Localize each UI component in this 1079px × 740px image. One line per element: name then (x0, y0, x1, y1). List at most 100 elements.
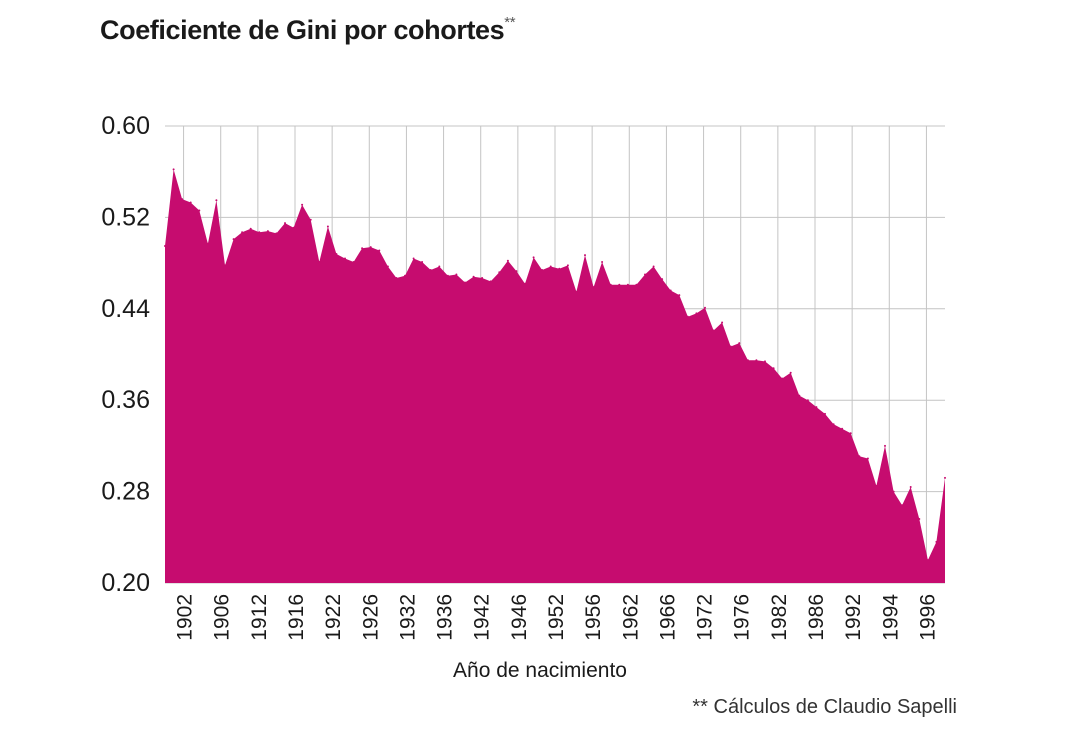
data-point (241, 231, 244, 234)
data-point (206, 242, 209, 245)
data-point (344, 257, 346, 260)
data-point (644, 273, 646, 276)
chart-title: Coeficiente de Gini por cohortes** (100, 14, 516, 46)
x-tick-label: 1966 (656, 594, 679, 641)
data-point (498, 271, 501, 274)
y-tick-label: 0.20 (101, 569, 150, 597)
chart-title-text: Coeficiente de Gini por cohortes (100, 15, 505, 45)
data-point (275, 232, 278, 235)
x-tick-label: 1956 (582, 594, 605, 641)
data-point (935, 540, 938, 543)
data-point (438, 265, 441, 268)
data-point (618, 283, 621, 286)
data-point (806, 399, 809, 402)
data-point (352, 261, 355, 263)
data-point (824, 412, 826, 415)
data-point (738, 342, 741, 345)
data-point (609, 283, 612, 286)
x-tick-label: 1916 (285, 594, 308, 641)
x-tick-label: 1952 (545, 594, 568, 641)
y-tick-label: 0.44 (101, 295, 150, 323)
data-point (506, 259, 509, 262)
x-tick-label: 1906 (211, 594, 234, 641)
data-point (832, 423, 835, 426)
x-tick-label: 1922 (322, 594, 345, 641)
x-axis-ticks: 1902 1906 1912 1916 1922 1926 1932 1936 1942 1946… (174, 594, 940, 641)
data-point (472, 275, 475, 278)
data-point (712, 329, 715, 332)
x-tick-label: 1912 (248, 594, 271, 641)
data-point (198, 209, 201, 212)
data-point (669, 289, 672, 292)
data-point (635, 283, 638, 286)
footnote-mark: ** (692, 696, 708, 718)
data-point (892, 490, 895, 493)
data-point (592, 286, 595, 289)
x-tick-label: 1992 (842, 594, 865, 641)
data-point (652, 265, 655, 268)
data-point (481, 277, 484, 279)
footnote-text: Cálculos de Claudio Sapelli (713, 696, 957, 718)
data-point (335, 253, 338, 255)
data-point (395, 277, 398, 279)
data-point (772, 367, 775, 370)
x-tick-label: 1962 (619, 594, 642, 641)
data-point (944, 476, 946, 479)
data-point (678, 294, 681, 297)
data-point (258, 231, 261, 234)
data-point (515, 270, 518, 273)
data-point (524, 282, 526, 285)
data-point (909, 486, 912, 488)
data-point (584, 254, 586, 257)
x-tick-label: 1982 (768, 594, 791, 641)
data-point (181, 198, 184, 201)
x-axis-label: Año de nacimiento (453, 659, 627, 682)
gini-area (165, 169, 945, 583)
x-tick-label: 1994 (879, 594, 902, 641)
data-point (541, 269, 544, 271)
data-point (755, 359, 758, 362)
data-point (721, 321, 724, 324)
data-point (841, 427, 844, 430)
data-point (421, 261, 424, 263)
data-point (901, 504, 904, 507)
data-point (746, 359, 749, 362)
data-point (918, 518, 921, 520)
data-point (558, 267, 561, 270)
data-point (626, 283, 629, 286)
area-layer (164, 168, 946, 583)
data-point (318, 261, 321, 263)
y-tick-label: 0.60 (101, 112, 150, 140)
data-point (781, 377, 784, 380)
data-point (429, 269, 432, 271)
x-tick-label: 1986 (805, 594, 828, 641)
data-point (215, 199, 218, 202)
data-point (369, 246, 372, 249)
data-point (232, 238, 235, 241)
data-point (926, 559, 929, 562)
data-point (686, 315, 689, 318)
x-tick-label: 1946 (508, 594, 531, 641)
data-point (464, 281, 466, 284)
data-point (284, 222, 286, 225)
data-point (695, 312, 698, 315)
data-point (704, 306, 706, 309)
x-tick-label: 1972 (694, 594, 717, 641)
x-tick-label: 1976 (731, 594, 754, 641)
data-point (866, 457, 869, 460)
data-point (566, 264, 569, 267)
x-tick-label: 1926 (359, 594, 382, 641)
data-point (172, 168, 175, 171)
data-point (326, 225, 329, 228)
data-point (412, 257, 415, 260)
data-point (386, 265, 389, 268)
y-tick-label: 0.28 (101, 478, 150, 506)
data-point (189, 201, 192, 204)
data-point (309, 218, 312, 221)
data-point (729, 345, 732, 348)
data-point (884, 444, 886, 447)
data-point (292, 226, 295, 229)
data-point (764, 360, 766, 363)
gini-area-chart: 0.60 0.52 0.44 0.36 0.28 0.20 1902 1906 1912 191… (101, 112, 946, 682)
data-point (266, 230, 269, 233)
